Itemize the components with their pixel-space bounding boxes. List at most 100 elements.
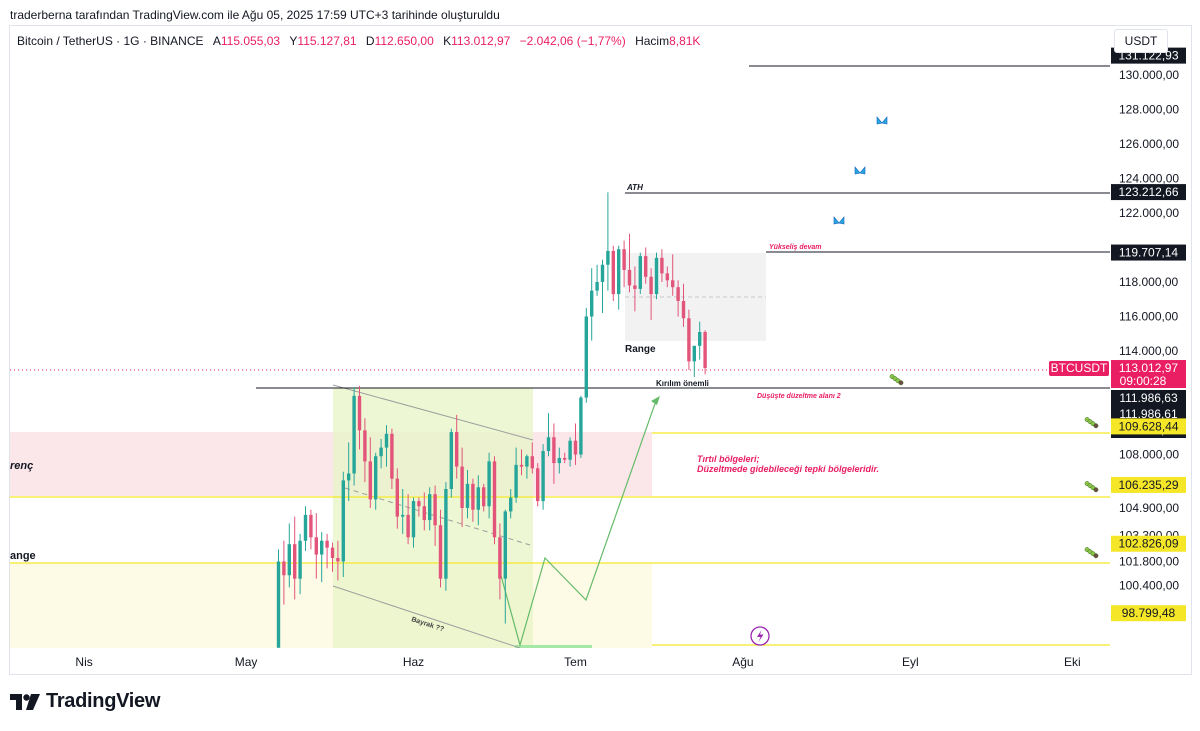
candle-body	[638, 256, 642, 289]
y-tick-label: 126.000,00	[1119, 137, 1179, 151]
butterfly-icon	[833, 216, 845, 225]
price-tag-label: 98.799,48	[1122, 606, 1176, 620]
candle-body	[455, 432, 459, 467]
candle-body	[282, 561, 286, 576]
candle-body	[293, 544, 297, 579]
candle-body	[401, 514, 405, 517]
y-tick-label: 114.000,00	[1119, 344, 1178, 358]
candle-body	[617, 249, 621, 295]
candle-body	[698, 332, 702, 346]
candle-body	[514, 464, 518, 498]
candle-body	[406, 514, 410, 538]
candle-body	[341, 480, 345, 562]
candle-body	[611, 250, 615, 295]
price-tag-label: 111.986,61	[1119, 407, 1178, 421]
candle-body	[530, 456, 534, 469]
tradingview-logo-icon	[10, 693, 40, 710]
chart-caption: traderberna tarafından TradingView.com i…	[10, 8, 500, 22]
candle-body	[276, 561, 281, 648]
resistance-label: renç	[10, 460, 33, 472]
candle-body	[330, 547, 335, 558]
price-tag	[1111, 244, 1186, 261]
caterpillar-icon	[889, 374, 904, 386]
candle-body	[681, 300, 686, 319]
price-tag	[1111, 390, 1186, 406]
y-tick-label: 108.000,00	[1119, 448, 1179, 462]
candle-body	[600, 264, 605, 282]
candle-body	[314, 537, 318, 555]
projection-arrowhead	[651, 396, 660, 405]
caterpillar-segment	[898, 380, 904, 386]
candle-body	[525, 456, 529, 467]
candle-body	[692, 345, 696, 362]
candle-body	[568, 440, 572, 460]
x-tick-label: Ağu	[732, 655, 753, 669]
candle-body	[471, 483, 475, 510]
candle-body	[703, 332, 707, 369]
price-tag	[1111, 535, 1186, 552]
flag-zone	[333, 388, 533, 648]
lightning-icon	[757, 630, 764, 642]
candle-body	[649, 276, 653, 295]
butterfly-icon	[854, 166, 866, 175]
symbol-tag	[1049, 361, 1109, 377]
projection-path	[499, 397, 658, 648]
x-tick-label: May	[235, 655, 258, 669]
y-tick-label: 100.400,00	[1119, 579, 1179, 593]
caterpillar-icon	[1084, 481, 1099, 493]
price-tag	[1111, 184, 1186, 201]
y-tick-label: 122.000,00	[1119, 206, 1179, 220]
y-tick-label: 104.900,00	[1119, 501, 1179, 515]
x-tick-label: Tem	[564, 655, 587, 669]
butterfly-wing	[833, 216, 845, 225]
candle-body	[687, 318, 691, 362]
candle-body	[368, 461, 372, 500]
currency-button[interactable]: USDT	[1114, 29, 1168, 53]
x-tick-label: Nis	[75, 655, 92, 669]
candle-body	[541, 451, 545, 502]
last-price-tag	[1111, 360, 1186, 389]
candle-body	[379, 447, 383, 457]
candle-body	[460, 466, 464, 508]
candle-body	[595, 282, 599, 291]
candle-body	[438, 525, 443, 579]
candle-body	[519, 464, 524, 467]
resistance-zone	[10, 432, 652, 496]
caterpillar-note: Düzeltmede gidebileceği tepki bölgelerid…	[697, 464, 879, 474]
candle-body	[584, 316, 588, 398]
price-tag	[1111, 605, 1186, 622]
candle-body	[449, 432, 453, 489]
candle-body	[444, 489, 448, 579]
candle-body	[676, 287, 680, 301]
candle-body	[287, 544, 291, 576]
candle-body	[395, 478, 399, 517]
candle-body	[417, 501, 421, 507]
candle-body	[557, 457, 561, 464]
candle-body	[422, 506, 426, 521]
candle-body	[552, 437, 556, 464]
high-label: Y	[289, 34, 298, 48]
countdown-label: 09:00:28	[1120, 374, 1167, 388]
tradingview-logo[interactable]: TradingView	[10, 690, 160, 713]
chart-frame[interactable]	[9, 25, 1192, 675]
symbol-name[interactable]: Bitcoin / TetherUS · 1G · BINANCE	[17, 34, 204, 48]
candle-body	[665, 273, 669, 281]
caterpillar-title: Tırtıl bölgeleri;	[697, 454, 760, 464]
candle-body	[627, 269, 632, 286]
close-value: 113.012,97	[451, 34, 511, 48]
y-tick-label: 118.000,00	[1119, 275, 1178, 289]
low-value: 112.650,00	[374, 34, 434, 48]
low-label: D	[365, 34, 375, 48]
butterfly-wing	[876, 116, 888, 125]
candle-body	[498, 537, 502, 579]
candle-body	[590, 290, 594, 317]
candle-body	[298, 540, 302, 579]
price-tag-label: 106.235,29	[1118, 478, 1178, 492]
price-tag-label: 123.212,66	[1118, 185, 1178, 199]
candle-body	[487, 461, 491, 507]
left-range-label: ange	[10, 550, 36, 562]
candle-body	[536, 468, 540, 502]
butterfly-icon	[876, 116, 888, 125]
candle-body	[411, 501, 416, 538]
